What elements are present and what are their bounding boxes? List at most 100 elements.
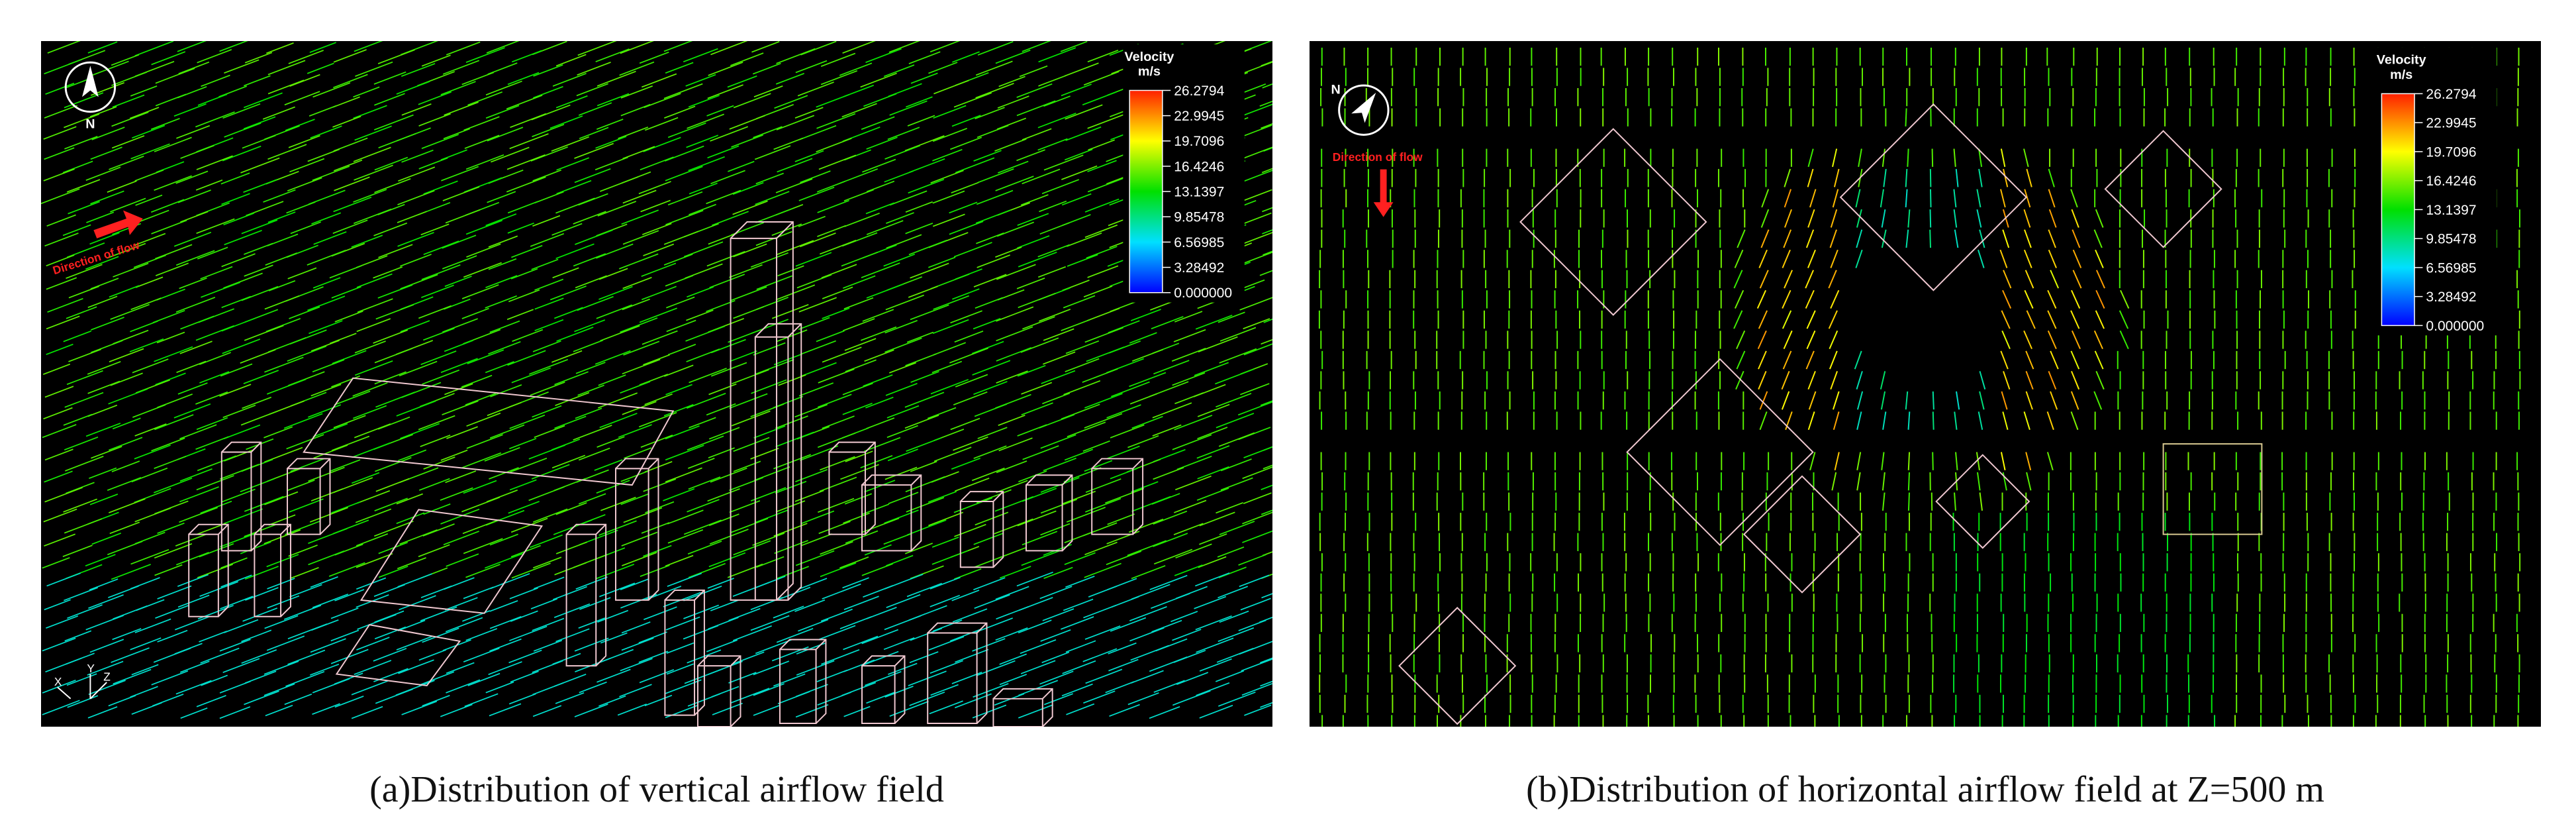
flow-vector xyxy=(907,115,935,127)
flow-vector xyxy=(489,599,518,612)
flow-vector xyxy=(732,200,768,215)
flow-vector xyxy=(977,41,1014,56)
flow-vector xyxy=(1170,611,1198,623)
flow-vector xyxy=(1244,704,1272,716)
flow-vector xyxy=(729,115,765,130)
flow-vector xyxy=(46,343,73,355)
flow-vector xyxy=(461,72,495,85)
flow-vector xyxy=(1782,289,1791,309)
flow-vector xyxy=(461,496,501,513)
flow-vector xyxy=(312,423,348,438)
flow-vector xyxy=(330,607,359,619)
flow-vector xyxy=(108,695,136,707)
flow-vector xyxy=(712,702,743,715)
building-outline xyxy=(565,523,607,667)
flow-vector xyxy=(534,319,564,332)
flow-vector xyxy=(224,619,259,633)
flow-vector xyxy=(43,126,77,140)
flow-vector xyxy=(1883,168,1887,187)
flow-vector xyxy=(1757,330,1767,350)
background xyxy=(41,41,1272,727)
flow-vector xyxy=(1021,402,1053,416)
flow-vector xyxy=(154,455,187,470)
flow-vector xyxy=(532,705,562,717)
flow-vector xyxy=(1039,200,1067,213)
flow-vector xyxy=(728,672,757,684)
flow-vector xyxy=(619,61,655,76)
flow-vector xyxy=(1260,680,1272,687)
flow-vector xyxy=(597,609,629,623)
flow-vector xyxy=(219,384,252,397)
flow-vector xyxy=(220,533,255,548)
flow-vector xyxy=(1882,411,1887,430)
flow-vector xyxy=(643,243,675,256)
flow-vector xyxy=(1833,391,1840,410)
flow-vector xyxy=(111,135,145,149)
flow-vector xyxy=(375,456,412,472)
flow-vector xyxy=(996,306,1034,322)
flow-vector xyxy=(643,545,672,557)
flow-vector xyxy=(1131,565,1166,580)
flow-vector xyxy=(1781,391,1790,410)
flow-vector xyxy=(262,106,295,120)
flow-vector xyxy=(573,339,603,352)
flow-vector xyxy=(667,529,704,544)
flow-vector xyxy=(818,497,855,513)
flow-vector xyxy=(356,255,388,268)
flow-vector xyxy=(44,147,75,160)
flow-vector xyxy=(665,444,704,461)
flow-vector xyxy=(949,221,984,235)
flow-vector xyxy=(1043,328,1074,341)
flow-vector xyxy=(799,125,837,140)
flow-vector xyxy=(312,359,345,373)
flow-vector xyxy=(465,564,501,578)
flow-vector xyxy=(973,554,1007,568)
flow-vector xyxy=(201,74,230,87)
flow-vector xyxy=(354,660,392,676)
flow-vector xyxy=(1978,411,1983,430)
flow-vector xyxy=(112,417,141,430)
flow-vector xyxy=(1022,531,1058,546)
flow-vector xyxy=(41,188,80,205)
flow-vector xyxy=(1809,452,1816,471)
building-outline xyxy=(1026,474,1073,552)
flow-vector xyxy=(1083,286,1113,298)
flow-vector xyxy=(1783,330,1793,350)
flow-vector xyxy=(1064,448,1094,461)
flow-vector xyxy=(267,211,296,223)
flow-vector xyxy=(1238,619,1266,631)
flow-vector xyxy=(511,367,551,384)
flow-vector xyxy=(818,154,857,170)
flow-vector xyxy=(531,258,559,270)
flow-vector xyxy=(2072,270,2082,289)
flow-vector xyxy=(733,243,767,258)
flow-vector xyxy=(798,619,829,632)
legend-tick-label: 16.4246 xyxy=(2426,174,2476,189)
flow-vector xyxy=(1060,41,1088,52)
flow-vector xyxy=(621,209,659,225)
flow-vector xyxy=(972,638,1006,652)
flow-vector xyxy=(1196,488,1229,501)
flow-vector xyxy=(130,143,170,160)
flow-vector xyxy=(1199,533,1227,545)
flow-vector xyxy=(446,553,479,567)
flow-vector xyxy=(1063,295,1096,309)
flow-vector xyxy=(975,297,1004,309)
flow-vector xyxy=(1830,209,1838,228)
flow-vector xyxy=(750,403,785,417)
flow-vector xyxy=(641,522,670,534)
flow-vector xyxy=(352,405,387,419)
flow-vector xyxy=(332,96,360,108)
legend-tick-label: 13.1397 xyxy=(1174,185,1224,200)
flow-vector xyxy=(860,326,897,341)
flow-vector xyxy=(906,519,947,536)
flow-vector xyxy=(798,317,830,331)
flow-vector xyxy=(1131,415,1163,429)
flow-vector xyxy=(266,554,299,568)
flow-vector xyxy=(794,150,824,162)
flow-vector xyxy=(176,360,207,374)
flow-vector xyxy=(532,215,561,227)
flow-vector xyxy=(906,437,941,452)
flow-vector xyxy=(507,72,540,85)
flow-vector xyxy=(375,391,416,408)
